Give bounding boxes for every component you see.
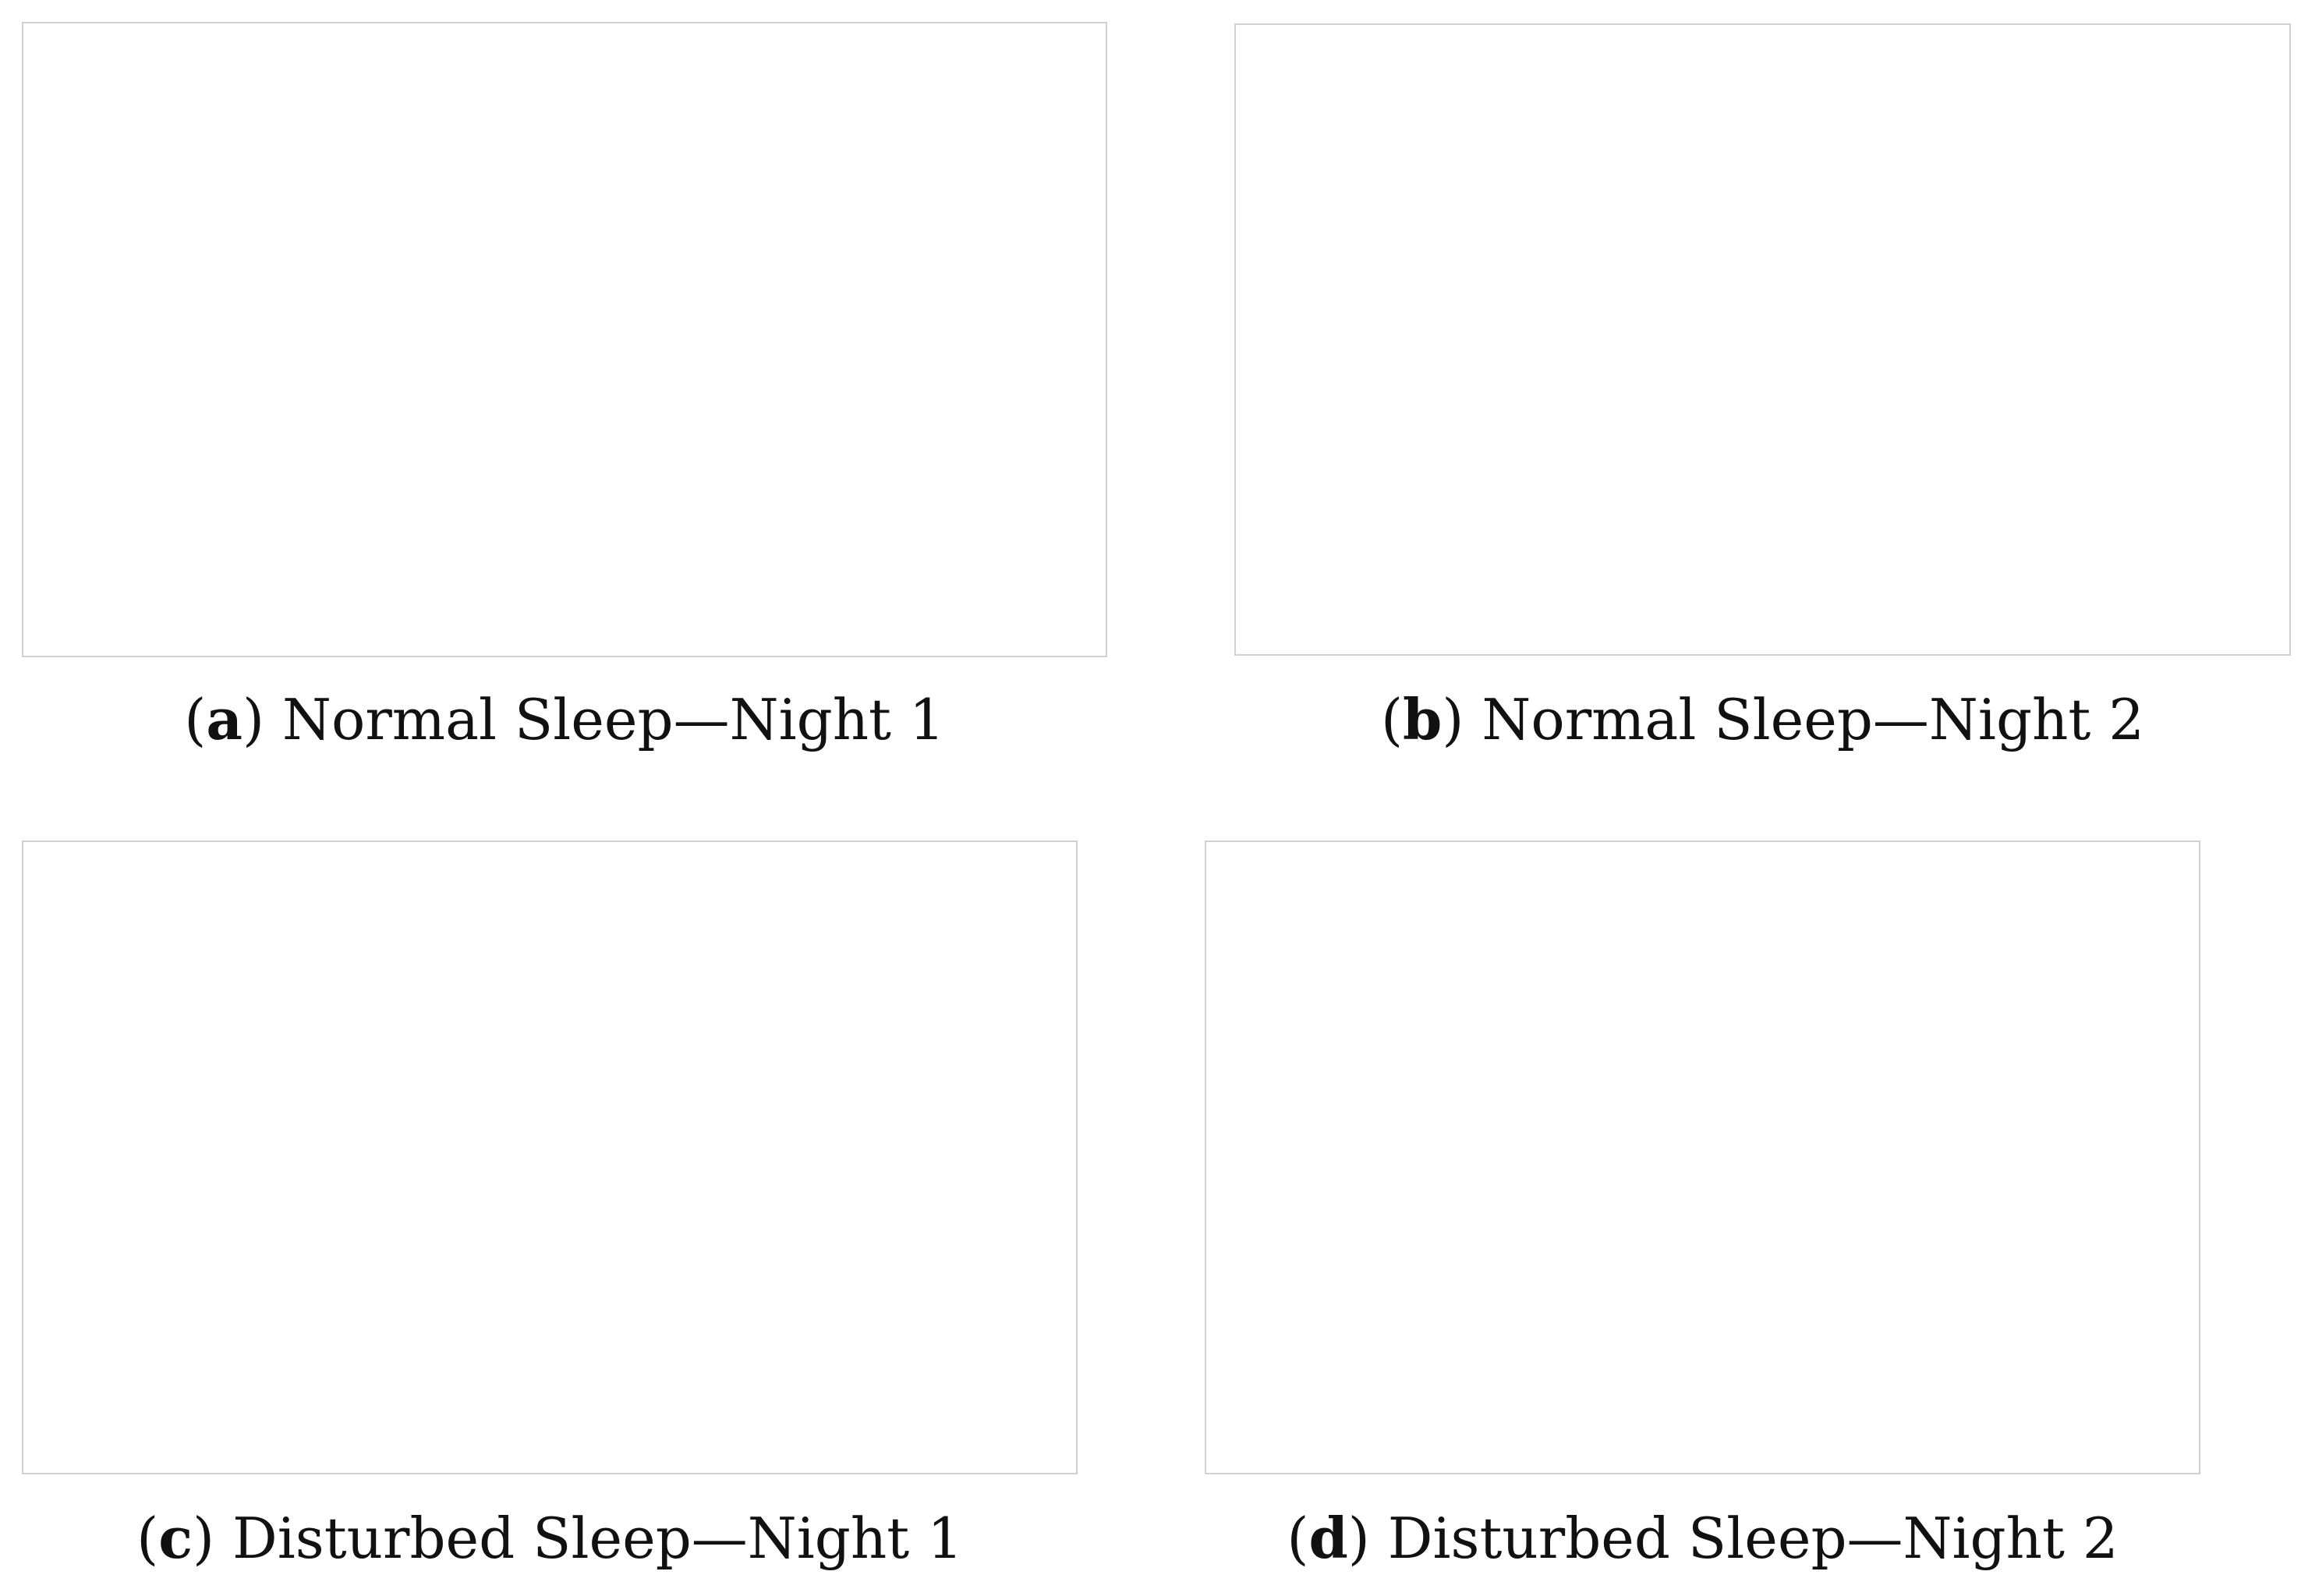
caption-a: (a) Normal Sleep—Night 1 (184, 686, 945, 752)
chart-panel-c (22, 840, 1078, 1474)
caption-d-letter: d (1308, 1505, 1348, 1571)
chart-panel-a (22, 22, 1107, 657)
chart-panel-d (1205, 840, 2200, 1474)
caption-c-text: Disturbed Sleep—Night 1 (232, 1506, 963, 1571)
caption-b-letter: b (1403, 686, 1443, 752)
chart-panel-b (1234, 23, 2291, 656)
caption-d-text: Disturbed Sleep—Night 2 (1387, 1506, 2119, 1571)
caption-a-text: Normal Sleep—Night 1 (282, 687, 945, 752)
chart-a (23, 23, 1109, 659)
caption-b-text: Normal Sleep—Night 2 (1481, 687, 2145, 752)
caption-d: (d) Disturbed Sleep—Night 2 (1287, 1505, 2119, 1571)
chart-d (1206, 842, 2202, 1476)
chart-c (23, 842, 1079, 1476)
caption-c: (c) Disturbed Sleep—Night 1 (136, 1505, 963, 1571)
caption-c-letter: c (158, 1505, 193, 1571)
chart-b (1236, 25, 2292, 657)
caption-a-letter: a (206, 686, 243, 752)
caption-b: (b) Normal Sleep—Night 2 (1380, 686, 2145, 752)
